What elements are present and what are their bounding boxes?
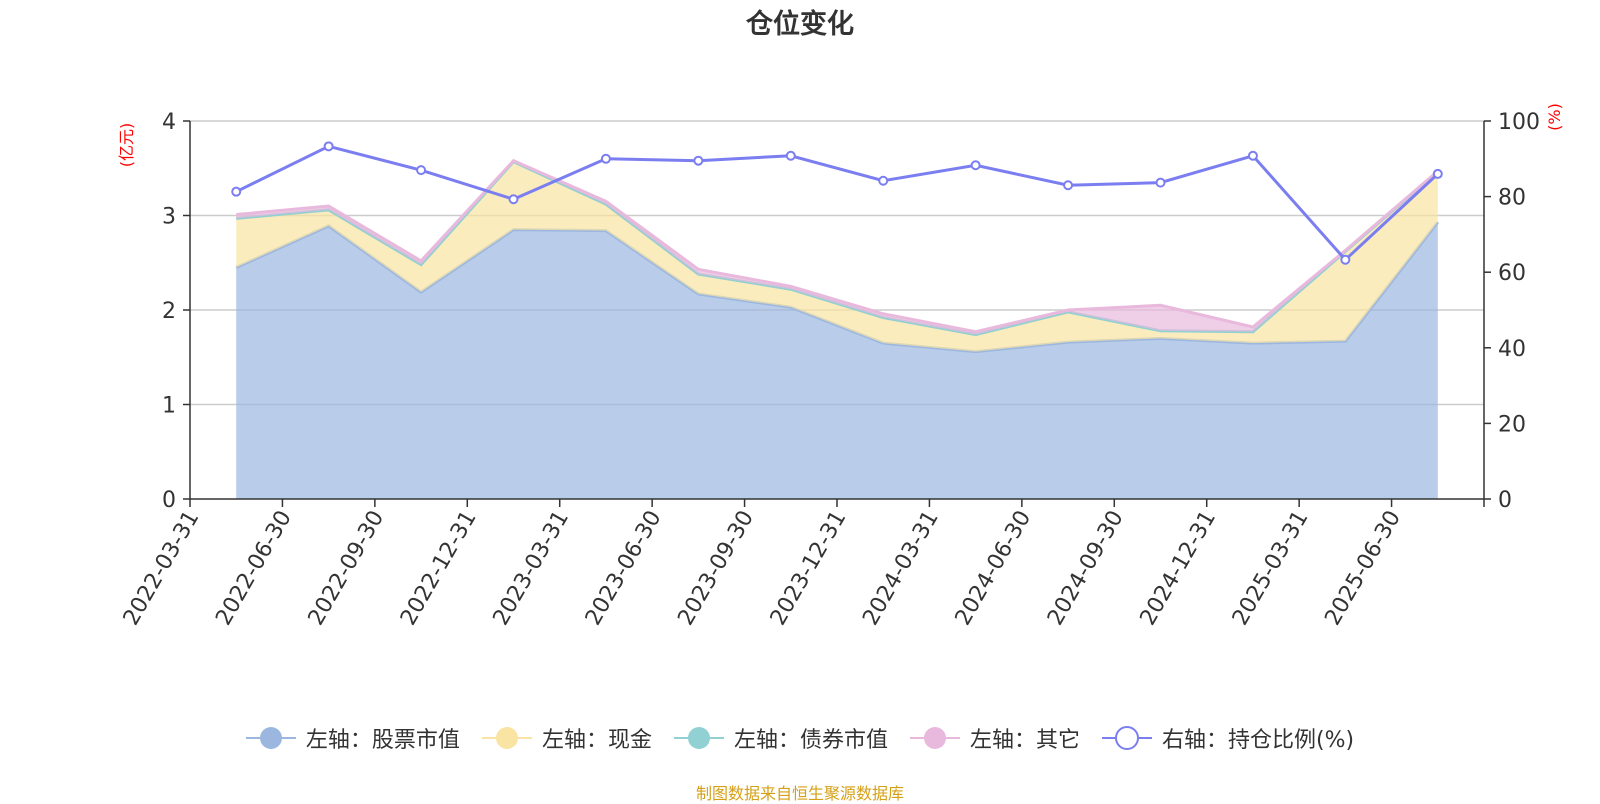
legend-swatch-icon <box>673 727 724 749</box>
legend-swatch-icon <box>245 727 296 749</box>
ratio-line <box>231 141 1443 265</box>
stacked-areas <box>235 158 1439 500</box>
ratio-point <box>231 186 242 197</box>
x-tick-label: 2023-03-31 <box>489 507 575 630</box>
legend-item[interactable]: 右轴：持仓比例(%) <box>1101 722 1355 754</box>
x-tick-label: 2025-03-31 <box>1228 507 1314 630</box>
x-tick-label: 2024-06-30 <box>951 507 1037 630</box>
left-tick-label: 0 <box>162 488 176 513</box>
left-tick-label: 1 <box>162 394 176 419</box>
line-右轴：持仓比例(%) <box>235 144 1439 262</box>
x-tick-label: 2025-06-30 <box>1320 507 1406 630</box>
ratio-point <box>785 150 796 161</box>
ratio-point <box>323 141 334 152</box>
ratio-point <box>878 175 889 186</box>
right-axis-unit: (%) <box>1545 103 1564 131</box>
ratio-point <box>1247 150 1258 161</box>
chart-title: 仓位变化 <box>746 9 854 40</box>
ratio-point <box>600 153 611 164</box>
source-note: 制图数据来自恒生聚源数据库 <box>695 784 904 803</box>
right-tick-label: 80 <box>1498 186 1526 211</box>
right-tick-label: 20 <box>1498 412 1526 437</box>
ratio-point <box>1063 180 1074 191</box>
ratio-point <box>970 160 981 171</box>
left-tick-label: 3 <box>162 205 176 230</box>
right-tick-label: 0 <box>1498 488 1512 513</box>
ratio-point <box>1155 177 1166 188</box>
ratio-point <box>1432 168 1443 179</box>
legend-label: 左轴：股票市值 <box>305 728 460 753</box>
x-tick-label: 2022-03-31 <box>119 507 205 630</box>
legend-label: 右轴：持仓比例(%) <box>1161 728 1355 753</box>
legend-item[interactable]: 左轴：债券市值 <box>673 722 888 754</box>
legend-item[interactable]: 左轴：股票市值 <box>245 722 460 754</box>
x-tick-label: 2024-12-31 <box>1136 507 1222 630</box>
ratio-point <box>1340 254 1351 265</box>
legend-label: 左轴：债券市值 <box>733 728 888 753</box>
left-tick-label: 2 <box>162 299 176 324</box>
area-左轴：股票市值 <box>236 222 1438 500</box>
legend-swatch-icon <box>909 727 960 749</box>
ratio-point <box>416 165 427 176</box>
left-tick-label: 4 <box>162 110 176 135</box>
x-tick-label: 2023-06-30 <box>581 507 667 630</box>
x-tick-label: 2022-09-30 <box>304 507 390 630</box>
area-左轴：现金 <box>236 161 1438 352</box>
area-edge-左轴：其它 <box>236 158 1439 334</box>
x-tick-label: 2022-06-30 <box>211 507 297 630</box>
left-axis-unit: (亿元) <box>117 123 136 168</box>
x-tick-label: 2024-09-30 <box>1043 507 1129 630</box>
x-tick-label: 2022-12-31 <box>396 507 482 630</box>
ratio-point <box>693 155 704 166</box>
chart-legend: 左轴：股票市值 左轴：现金 左轴：债券市值 左轴：其它 右轴：持仓比例(%) <box>0 718 1600 758</box>
x-tick-label: 2023-12-31 <box>766 507 852 630</box>
legend-label: 左轴：现金 <box>541 728 652 753</box>
right-tick-label: 40 <box>1498 337 1526 362</box>
legend-item[interactable]: 左轴：现金 <box>481 722 652 754</box>
ratio-point <box>508 194 519 205</box>
legend-item[interactable]: 左轴：其它 <box>909 722 1080 754</box>
legend-label: 左轴：其它 <box>969 728 1080 753</box>
legend-swatch-icon <box>481 727 532 749</box>
x-tick-label: 2023-09-30 <box>673 507 759 630</box>
x-tick-label: 2024-03-31 <box>858 507 944 630</box>
right-tick-label: 60 <box>1498 261 1526 286</box>
legend-swatch-icon <box>1101 726 1152 750</box>
right-tick-label: 100 <box>1498 110 1540 135</box>
